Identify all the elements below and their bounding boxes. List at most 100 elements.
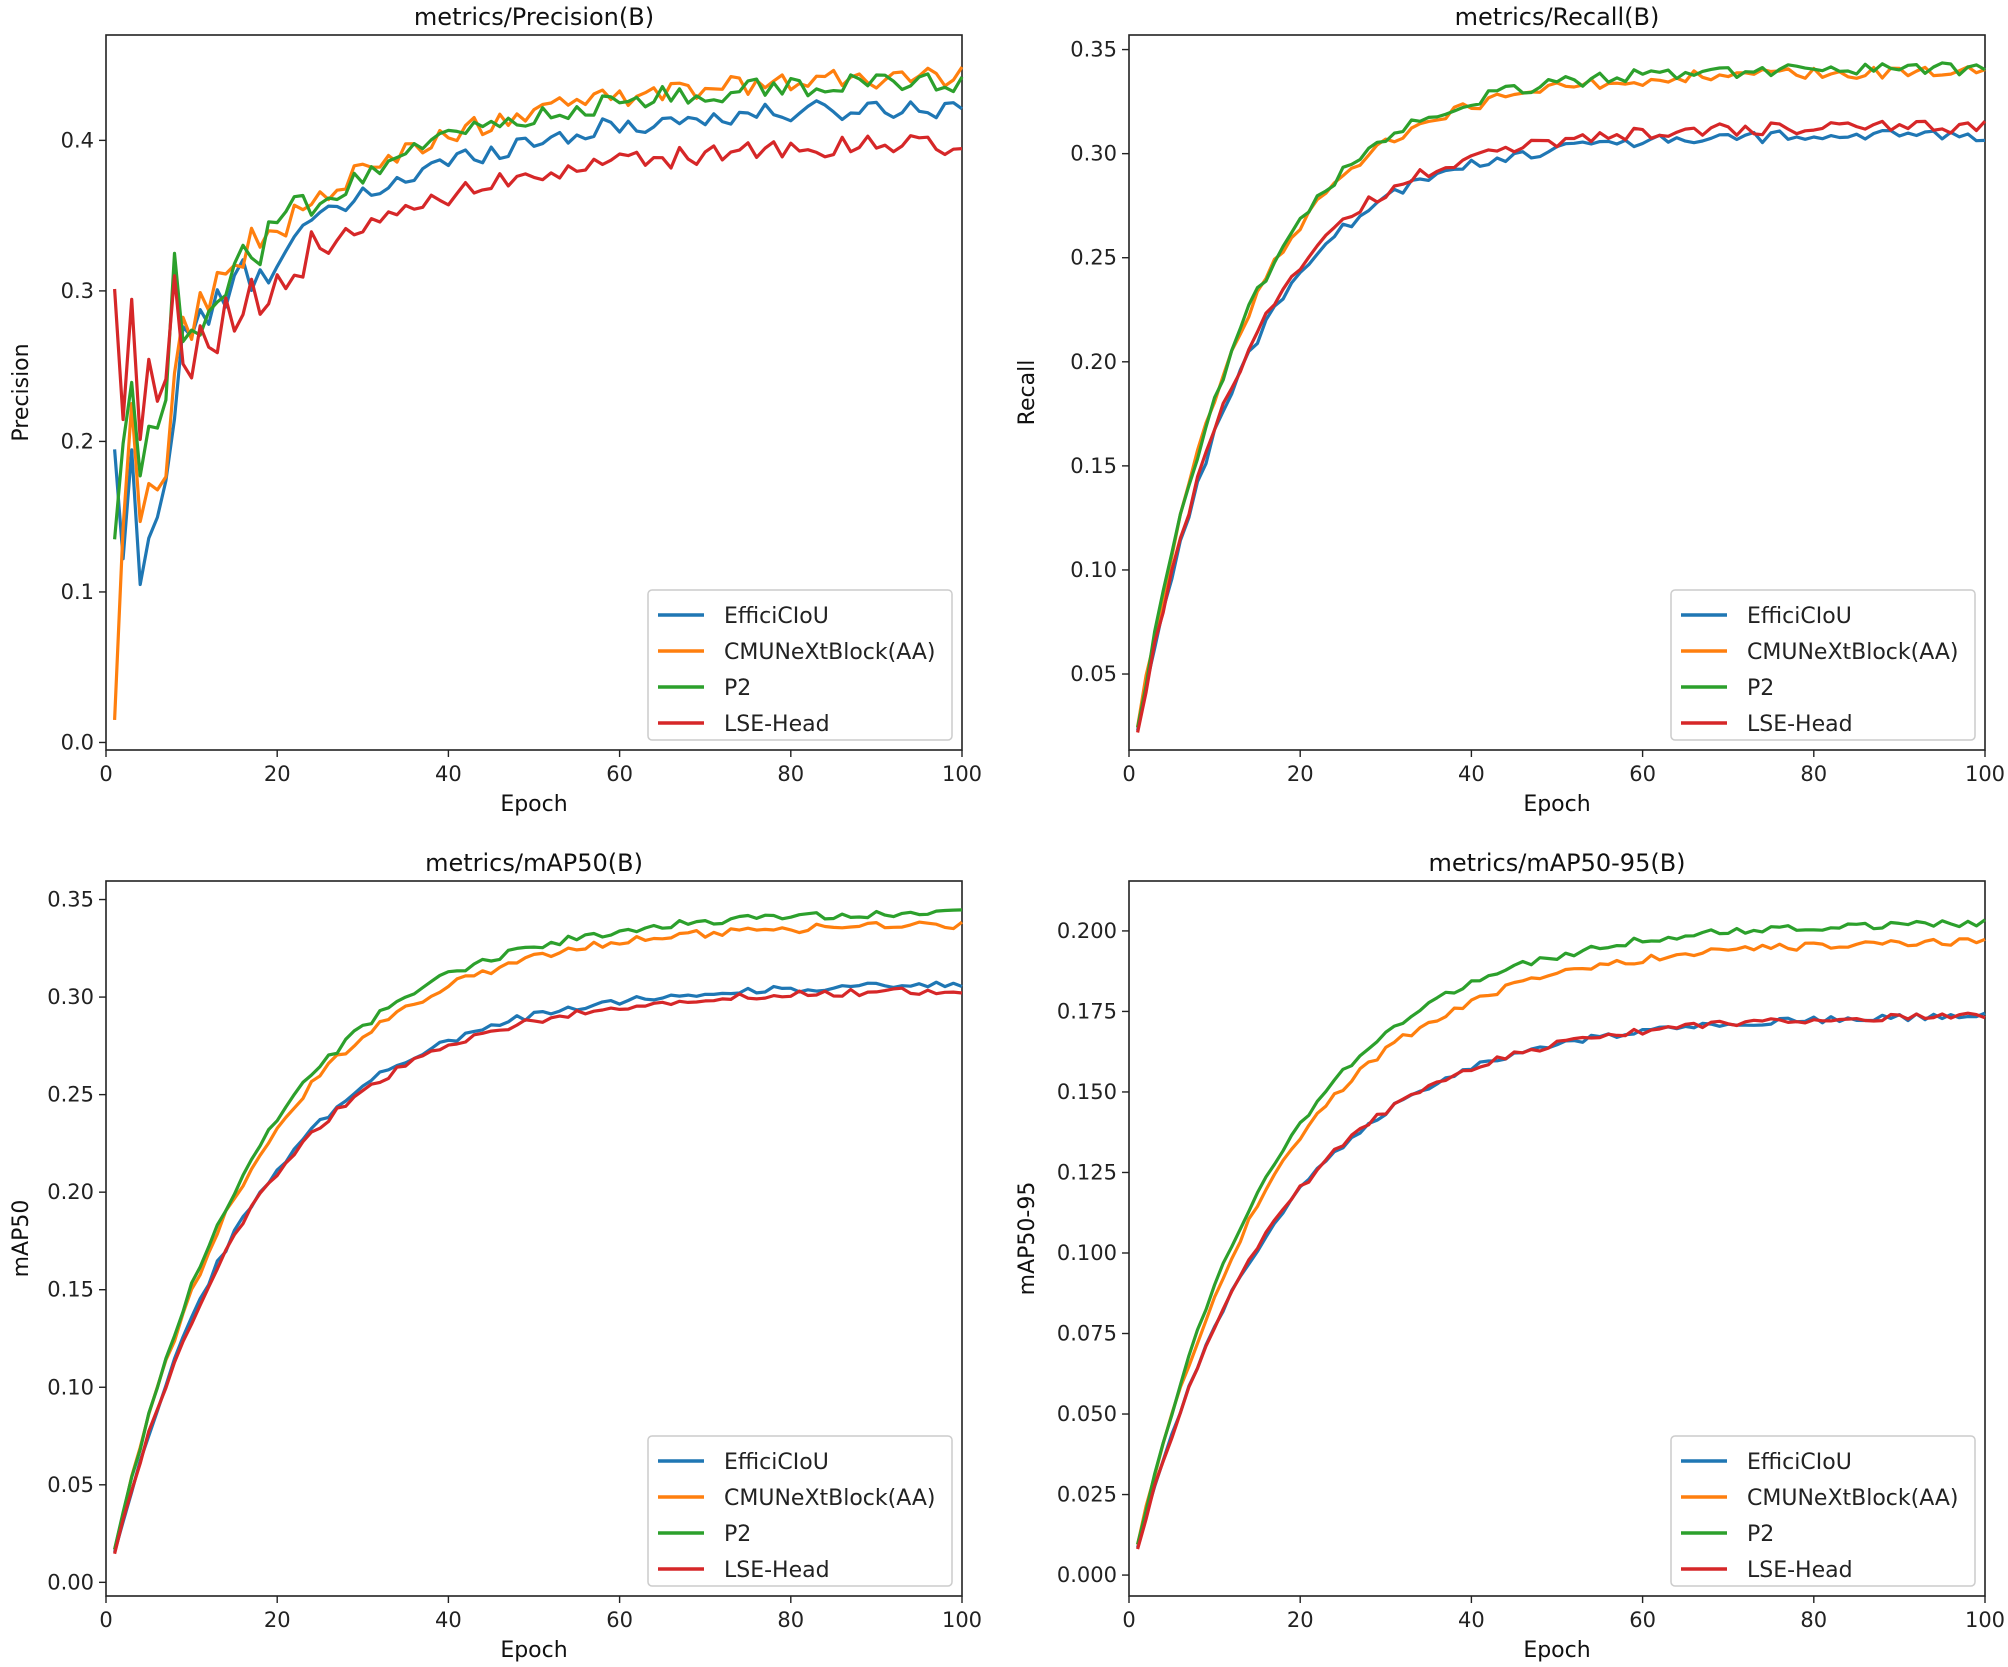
y-tick-label: 0.2 [61,429,94,453]
series-line-efficiciou [113,99,963,587]
series-line-cmunextblock-aa- [1136,937,1986,1545]
y-axis-label: mAP50 [9,1200,34,1278]
y-tick-label: 0.050 [1057,1402,1117,1426]
y-tick-label: 0.10 [47,1375,94,1399]
y-tick-label: 0.25 [1070,246,1117,270]
legend-label: CMUNeXtBlock(AA) [1747,1486,1959,1511]
chart-title: metrics/mAP50-95(B) [1428,849,1685,877]
legend: EfficiCIoU CMUNeXtBlock(AA) P2 LSE-Head [647,589,953,741]
y-tick-label: 0.150 [1057,1080,1117,1104]
x-tick-label: 40 [435,762,462,786]
x-tick-label: 60 [606,762,633,786]
y-tick-label: 0.20 [1070,350,1117,374]
legend-label: P2 [724,1522,751,1547]
y-axis-label: mAP50-95 [1015,1182,1040,1296]
x-tick-label: 40 [1458,762,1485,786]
x-tick-label: 0 [1122,762,1135,786]
series-line-lse-head [1136,1011,1986,1550]
x-tick-label: 0 [1122,1608,1135,1632]
legend-label: LSE-Head [724,712,830,737]
legend-box [1670,589,1976,741]
x-tick-label: 20 [1287,762,1314,786]
legend-label: EfficiCIoU [1747,604,1852,629]
series-line-lse-head [1136,119,1987,733]
x-axis-label: Epoch [1523,792,1590,817]
x-tick-label: 20 [1287,1608,1314,1632]
chart-panel-4: metrics/mAP50-95(B) Epoch mAP50-95 0 20 40 60 8… [1015,849,2005,1663]
x-tick-label: 0 [99,1608,112,1632]
y-tick-label: 0.30 [1070,142,1117,166]
x-tick-label: 100 [942,1608,982,1632]
y-tick-label: 0.3 [61,279,94,303]
legend-label: EfficiCIoU [724,604,829,629]
legend: EfficiCIoU CMUNeXtBlock(AA) P2 LSE-Head [1670,589,1976,741]
y-axis-label: Recall [1015,360,1040,426]
y-tick-label: 0.025 [1057,1483,1117,1507]
chart-panel-2: metrics/Recall(B) Epoch Recall 0 20 40 60 80 100… [1015,3,2005,817]
x-axis-label: Epoch [500,792,567,817]
series-line-p2 [113,72,964,540]
legend-label: P2 [1747,1522,1774,1547]
y-tick-label: 0.100 [1057,1241,1117,1265]
y-tick-label: 0.000 [1057,1563,1117,1587]
x-axis-label: Epoch [1523,1638,1590,1663]
x-tick-label: 40 [1458,1608,1485,1632]
x-tick-label: 60 [606,1608,633,1632]
chart-panel-1: metrics/Precision(B) Epoch Precision 0 20 40 6… [9,3,982,817]
y-axis-label: Precision [9,343,34,441]
y-tick-label: 0.05 [1070,662,1117,686]
chart-title: metrics/Precision(B) [414,3,654,31]
y-tick-label: 0.00 [47,1570,94,1594]
legend: EfficiCIoU CMUNeXtBlock(AA) P2 LSE-Head [1670,1435,1976,1587]
series-line-cmunextblock-aa- [113,920,963,1550]
legend-box [647,1435,953,1587]
x-tick-label: 40 [435,1608,462,1632]
y-tick-label: 0.175 [1057,999,1117,1023]
y-tick-label: 0.125 [1057,1160,1117,1184]
y-tick-label: 0.35 [1070,38,1117,62]
legend-box [647,589,953,741]
x-tick-label: 60 [1629,762,1656,786]
y-tick-label: 0.1 [61,580,94,604]
x-tick-label: 100 [1965,762,2005,786]
y-tick-label: 0.05 [47,1473,94,1497]
series-line-cmunextblock-aa- [113,66,964,720]
y-tick-label: 0.30 [47,985,94,1009]
x-tick-label: 100 [1965,1608,2005,1632]
y-tick-label: 0.15 [47,1278,94,1302]
series-line-p2 [113,908,963,1550]
legend-label: LSE-Head [724,1558,830,1583]
series-line-lse-head [113,134,963,442]
x-tick-label: 80 [777,1608,804,1632]
y-tick-label: 0.075 [1057,1322,1117,1346]
x-tick-label: 20 [264,1608,291,1632]
legend-label: P2 [1747,676,1774,701]
series-line-p2 [1136,918,1986,1545]
legend: EfficiCIoU CMUNeXtBlock(AA) P2 LSE-Head [647,1435,953,1587]
series-line-p2 [1136,61,1986,728]
x-tick-label: 80 [1800,762,1827,786]
y-tick-label: 0.20 [47,1180,94,1204]
legend-label: CMUNeXtBlock(AA) [724,640,936,665]
y-tick-label: 0.200 [1057,919,1117,943]
legend-label: EfficiCIoU [1747,1450,1852,1475]
y-tick-label: 0.25 [47,1083,94,1107]
series-line-efficiciou [1136,129,1986,731]
x-tick-label: 80 [1800,1608,1827,1632]
x-axis-label: Epoch [500,1638,567,1663]
legend-label: CMUNeXtBlock(AA) [724,1486,936,1511]
x-tick-label: 60 [1629,1608,1656,1632]
x-tick-label: 20 [264,762,291,786]
y-tick-label: 0.15 [1070,454,1117,478]
y-tick-label: 0.4 [61,128,94,152]
chart-panel-3: metrics/mAP50(B) Epoch mAP50 0 20 40 60 80 100 0.… [9,849,982,1663]
legend-label: LSE-Head [1747,1558,1853,1583]
legend-label: LSE-Head [1747,712,1853,737]
legend-label: EfficiCIoU [724,1450,829,1475]
y-tick-label: 0.35 [47,888,94,912]
chart-title: metrics/Recall(B) [1455,3,1660,31]
chart-title: metrics/mAP50(B) [425,849,643,877]
x-tick-label: 0 [99,762,112,786]
x-tick-label: 80 [777,762,804,786]
legend-label: CMUNeXtBlock(AA) [1747,640,1959,665]
